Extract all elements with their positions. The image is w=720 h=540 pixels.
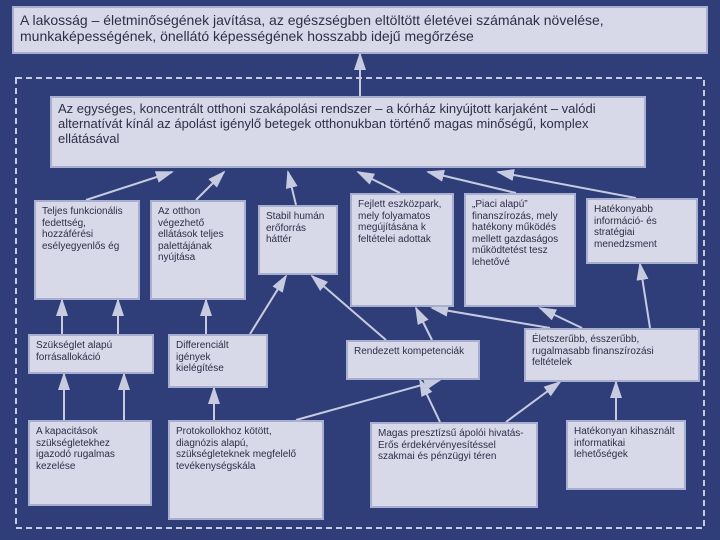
- support-box-conditions: Életszerűbb, ésszerűbb, rugalmasabb fina…: [524, 328, 700, 382]
- base-box-it: Hatékonyan kihasznált informatikai lehet…: [566, 420, 686, 490]
- pillar-box-home-care: Az otthon végezhető ellátások teljes pal…: [150, 200, 246, 300]
- text: Szükséglet alapú forrásallokáció: [36, 340, 112, 363]
- base-box-capacity: A kapacitások szükségletekhez igazodó ru…: [28, 420, 152, 506]
- text: Teljes funkcionális fedettség, hozzáféré…: [42, 206, 123, 252]
- support-box-needs: Differenciált igények kielégítése: [168, 334, 268, 388]
- text: Az otthon végezhető ellátások teljes pal…: [158, 206, 224, 263]
- pillar-box-hr: Stabil humán erőforrás háttér: [258, 205, 338, 275]
- text: Differenciált igények kielégítése: [176, 340, 229, 374]
- pillar-box-equipment: Fejlett eszközpark, mely folyamatos megú…: [350, 193, 454, 307]
- support-box-allocation: Szükséglet alapú forrásallokáció: [28, 334, 154, 374]
- pillar-box-coverage: Teljes funkcionális fedettség, hozzáféré…: [34, 200, 140, 300]
- text: Rendezett kompetenciák: [354, 346, 464, 357]
- support-box-competence: Rendezett kompetenciák: [346, 340, 480, 380]
- text: Protokollokhoz kötött, diagnózis alapú, …: [176, 426, 296, 472]
- base-box-protocols: Protokollokhoz kötött, diagnózis alapú, …: [168, 420, 324, 520]
- text: Hatékonyan kihasznált informatikai lehet…: [574, 426, 675, 460]
- text: Stabil humán erőforrás háttér: [266, 211, 324, 245]
- text: Magas presztízsű ápolói hivatás- Erős ér…: [378, 428, 524, 462]
- system-box-mid: Az egységes, koncentrált otthoni szakápo…: [50, 96, 646, 168]
- text: „Piaci alapú” finanszírozás, mely hatéko…: [472, 199, 558, 268]
- text: Életszerűbb, ésszerűbb, rugalmasabb fina…: [532, 334, 654, 368]
- base-box-prestige: Magas presztízsű ápolói hivatás- Erős ér…: [370, 422, 538, 508]
- text: Fejlett eszközpark, mely folyamatos megú…: [358, 199, 441, 245]
- text: A lakosság – életminőségének javítása, a…: [20, 12, 604, 44]
- pillar-box-financing: „Piaci alapú” finanszírozás, mely hatéko…: [464, 193, 576, 307]
- text: Hatékonyabb információ- és stratégiai me…: [594, 204, 657, 250]
- pillar-box-management: Hatékonyabb információ- és stratégiai me…: [586, 198, 698, 264]
- goal-box-top: A lakosság – életminőségének javítása, a…: [12, 6, 708, 54]
- text: A kapacitások szükségletekhez igazodó ru…: [36, 426, 115, 472]
- text: Az egységes, koncentrált otthoni szakápo…: [58, 101, 596, 146]
